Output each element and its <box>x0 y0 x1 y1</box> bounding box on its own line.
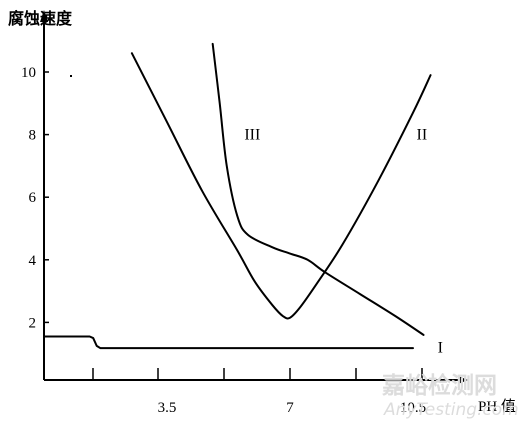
series-line-iii <box>211 42 425 336</box>
curve-label-ii: II <box>417 127 428 144</box>
watermark-en: AnyTesting.com <box>383 400 519 420</box>
curve-label-iii: III <box>244 127 260 144</box>
y-axis-arrow <box>40 10 48 22</box>
y-axis-label: 腐蚀速度 <box>8 9 73 28</box>
y-tick-label: 8 <box>29 128 37 144</box>
curve-label-i: I <box>438 339 443 356</box>
y-tick-label: 6 <box>29 190 37 206</box>
series-line-i <box>43 335 414 350</box>
series-layer <box>43 42 432 350</box>
y-tick-label: 2 <box>29 315 37 331</box>
y-axis-dot <box>70 75 72 77</box>
series-line-ii <box>130 52 432 320</box>
y-tick-label: 4 <box>29 253 37 269</box>
x-tick-label: 10.5 <box>400 400 426 416</box>
watermark-cn: 嘉峪检测网 <box>382 372 497 399</box>
axes-layer <box>40 10 468 384</box>
x-axis-label: PH 值 <box>478 398 516 415</box>
x-axis-arrow <box>458 376 468 384</box>
y-tick-label: 10 <box>21 65 36 81</box>
watermark-layer: 嘉峪检测网 AnyTesting.com <box>382 372 519 420</box>
x-tick-label: 3.5 <box>158 400 177 416</box>
x-tick-label: 7 <box>286 400 294 416</box>
